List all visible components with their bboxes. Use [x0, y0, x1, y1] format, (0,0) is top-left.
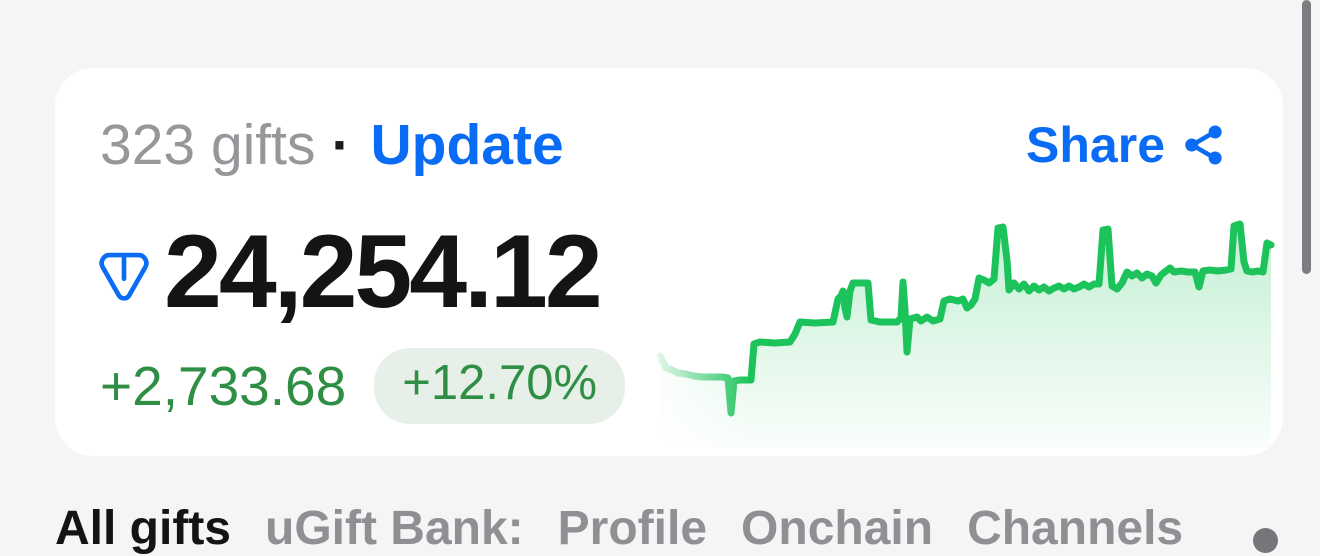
delta-row: +2,733.68 +12.70%	[100, 348, 626, 424]
update-button[interactable]: Update	[370, 113, 564, 177]
portfolio-value: 24,254.12	[164, 214, 603, 330]
separator-dot: ·	[331, 113, 351, 177]
portfolio-card: 323 gifts · Update Share 24,254.12 +	[55, 68, 1283, 456]
tab-profile[interactable]: Profile	[557, 502, 708, 555]
sparkline-chart	[656, 220, 1275, 448]
portfolio-value-row: 24,254.12	[98, 214, 603, 330]
share-nodes-icon	[1181, 122, 1227, 168]
partial-circle-icon[interactable]	[1253, 528, 1278, 553]
share-button-label: Share	[1026, 117, 1165, 173]
delta-value: +2,733.68	[100, 354, 347, 417]
ton-diamond-icon	[98, 239, 150, 305]
tab-onchain[interactable]: Onchain	[741, 502, 934, 555]
card-header: 323 gifts · Update Share	[100, 112, 1227, 178]
tab-ugift-bank[interactable]: uGift Bank:	[265, 502, 524, 555]
tab-all-gifts[interactable]: All gifts	[55, 502, 231, 555]
tabs-row: All gifts uGift Bank: Profile Onchain Ch…	[55, 502, 1184, 556]
delta-percent-badge: +12.70%	[374, 348, 626, 424]
gift-count-label: 323 gifts	[100, 113, 316, 177]
vertical-scrollbar[interactable]	[1302, 0, 1311, 274]
share-button[interactable]: Share	[1026, 116, 1227, 174]
tab-channels[interactable]: Channels	[967, 502, 1184, 555]
